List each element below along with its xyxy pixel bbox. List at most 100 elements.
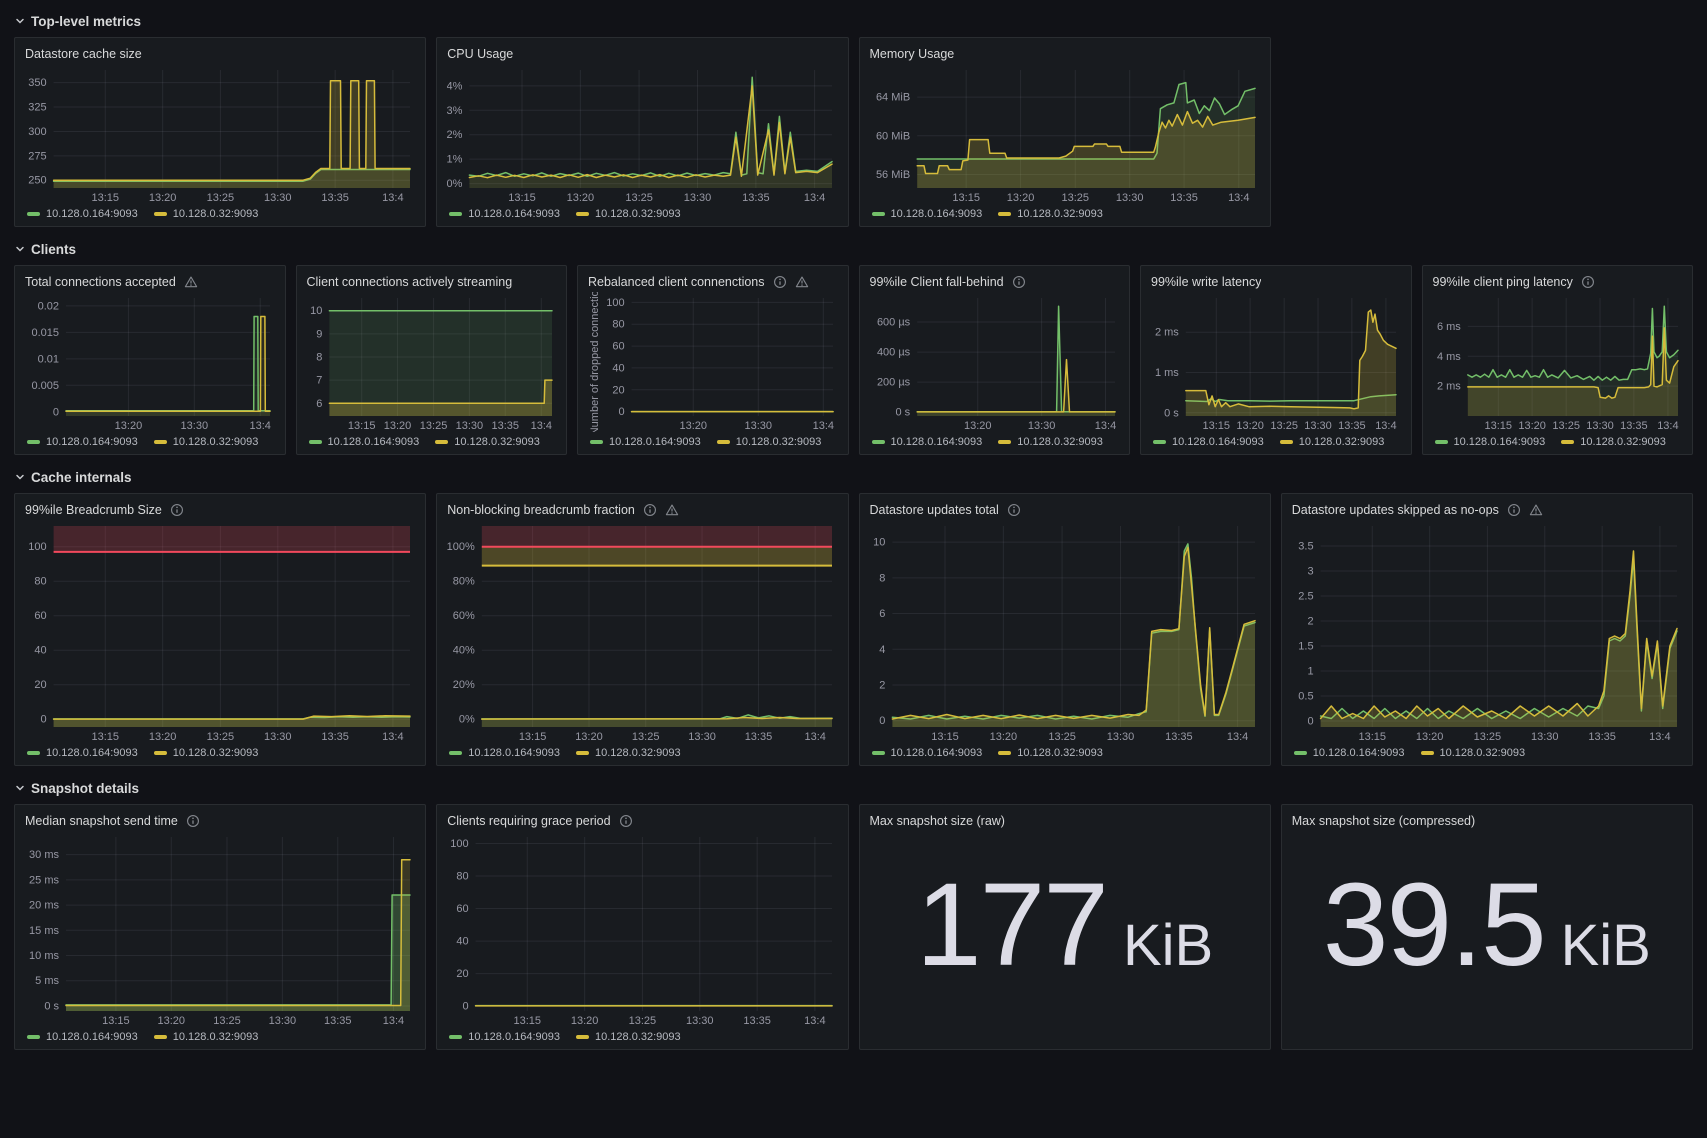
legend-swatch-green	[27, 211, 40, 216]
svg-text:13:4: 13:4	[1094, 420, 1115, 432]
warning-icon[interactable]	[1529, 503, 1543, 517]
legend-item[interactable]: 10.128.0.164:9093	[27, 1031, 138, 1043]
chart-area[interactable]: 13:20 13:30 13:4 0 20 40 60 80 100 Number of drop…	[588, 292, 838, 432]
info-icon[interactable]	[1012, 275, 1026, 289]
legend-item[interactable]: 10.128.0.164:9093	[871, 436, 982, 448]
chart-area[interactable]: 13:15 13:20 13:25 13:30 13:35 13:4 0 20 40 60 80 10…	[25, 520, 415, 743]
svg-text:2 ms: 2 ms	[1155, 327, 1179, 339]
legend-item[interactable]: 10.128.0.32:9093	[153, 436, 258, 448]
legend-item[interactable]: 10.128.0.164:9093	[871, 747, 982, 759]
svg-text:13:20: 13:20	[989, 731, 1017, 743]
panel-title[interactable]: 99%ile Client fall-behind	[869, 274, 1004, 289]
legend: 10.128.0.164:9093 10.128.0.32:9093	[307, 432, 557, 451]
warning-icon[interactable]	[795, 275, 809, 289]
chart-area[interactable]: 13:15 13:20 13:25 13:30 13:35 13:4 0 20 40 60 80 10…	[447, 831, 837, 1027]
legend-item[interactable]: 10.128.0.32:9093	[1561, 436, 1666, 448]
info-icon[interactable]	[186, 814, 200, 828]
panel-title[interactable]: 99%ile client ping latency	[1432, 274, 1573, 289]
info-icon[interactable]	[773, 275, 787, 289]
legend-item[interactable]: 10.128.0.164:9093	[1434, 436, 1545, 448]
panel-title[interactable]: Non-blocking breadcrumb fraction	[447, 502, 635, 517]
svg-text:13:20: 13:20	[157, 1015, 185, 1027]
warning-icon[interactable]	[184, 275, 198, 289]
chart-area[interactable]: 13:20 13:30 13:4 0 s 200 µs 400 µs 600 µs	[870, 292, 1120, 432]
svg-text:1%: 1%	[447, 154, 463, 166]
legend-item[interactable]: 10.128.0.32:9093	[576, 1031, 681, 1043]
svg-text:13:4: 13:4	[382, 192, 403, 204]
svg-text:13:30: 13:30	[1115, 192, 1143, 204]
panel-title[interactable]: Client connections actively streaming	[306, 274, 513, 289]
legend: 10.128.0.164:9093 10.128.0.32:9093	[1151, 432, 1401, 451]
legend-label: 10.128.0.32:9093	[1298, 435, 1385, 448]
legend-item[interactable]: 10.128.0.32:9093	[576, 747, 681, 759]
legend-item[interactable]: 10.128.0.32:9093	[998, 208, 1103, 220]
chart-area[interactable]: 13:15 13:20 13:25 13:30 13:35 13:4 250 275 300 32…	[25, 64, 415, 204]
section-header-cache-internals[interactable]: Cache internals	[14, 464, 1693, 490]
panel-title[interactable]: Rebalanced client connenctions	[588, 274, 765, 289]
svg-text:13:15: 13:15	[92, 192, 120, 204]
chart-area[interactable]: 13:20 13:30 13:4 0 0.005 0.01 0.015 0.02	[25, 292, 275, 432]
legend-item[interactable]: 10.128.0.164:9093	[1293, 747, 1405, 759]
legend-item[interactable]: 10.128.0.32:9093	[153, 1031, 258, 1043]
legend-item[interactable]: 10.128.0.32:9093	[716, 436, 821, 448]
panel-title[interactable]: Datastore cache size	[25, 46, 142, 61]
chart-area[interactable]: 13:15 13:20 13:25 13:30 13:35 13:4 0 2 4 6 8 10	[870, 520, 1260, 743]
chart-area[interactable]: 13:15 13:20 13:25 13:30 13:35 13:4 0% 20% 40% 60%…	[447, 520, 837, 743]
panel-title[interactable]: CPU Usage	[447, 46, 514, 61]
panel-title[interactable]: Memory Usage	[869, 46, 955, 61]
legend-item[interactable]: 10.128.0.164:9093	[449, 747, 560, 759]
svg-text:13:20: 13:20	[1518, 420, 1546, 432]
panel-clients-requiring-grace-period: Clients requiring grace period 13:15 13:20…	[436, 804, 849, 1050]
chart-area[interactable]: 13:15 13:20 13:25 13:30 13:35 13:4 0 0.5 1 1.5 2 2.…	[1292, 520, 1682, 743]
legend-item[interactable]: 10.128.0.32:9093	[998, 436, 1103, 448]
legend-item[interactable]: 10.128.0.164:9093	[308, 436, 419, 448]
legend-item[interactable]: 10.128.0.32:9093	[153, 208, 258, 220]
panel-header: Rebalanced client connenctions	[588, 271, 838, 292]
chart-area[interactable]: 13:15 13:20 13:25 13:30 13:35 13:4 0% 1% 2% 3% 4%	[447, 64, 837, 204]
chart-area[interactable]: 13:15 13:20 13:25 13:30 13:35 13:4 56 MiB 60 Mi…	[870, 64, 1260, 204]
chart-area[interactable]: 13:15 13:20 13:25 13:30 13:35 13:4 2 ms 4 ms 6 m…	[1433, 292, 1683, 432]
legend-item[interactable]: 10.128.0.32:9093	[998, 747, 1103, 759]
svg-text:2 ms: 2 ms	[1436, 381, 1460, 393]
panel-title[interactable]: 99%ile Breadcrumb Size	[25, 502, 162, 517]
legend-item[interactable]: 10.128.0.164:9093	[871, 208, 982, 220]
panel-title[interactable]: Max snapshot size (compressed)	[1291, 813, 1476, 828]
info-icon[interactable]	[1507, 503, 1521, 517]
warning-icon[interactable]	[665, 503, 679, 517]
info-icon[interactable]	[1581, 275, 1595, 289]
legend-item[interactable]: 10.128.0.164:9093	[449, 1031, 560, 1043]
section-header-clients[interactable]: Clients	[14, 236, 1693, 262]
panel-title[interactable]: Median snapshot send time	[25, 813, 178, 828]
legend-item[interactable]: 10.128.0.32:9093	[576, 208, 681, 220]
chart-area[interactable]: 13:15 13:20 13:25 13:30 13:35 13:4 6 7 8 9 10	[307, 292, 557, 432]
chart-area[interactable]: 13:15 13:20 13:25 13:30 13:35 13:4 0 s 5 ms 10 m…	[25, 831, 415, 1027]
legend-item[interactable]: 10.128.0.164:9093	[590, 436, 701, 448]
legend-item[interactable]: 10.128.0.32:9093	[1420, 747, 1525, 759]
svg-text:4: 4	[879, 644, 885, 656]
legend-item[interactable]: 10.128.0.164:9093	[1153, 436, 1264, 448]
section-header-top-level-metrics[interactable]: Top-level metrics	[14, 8, 1693, 34]
panel-title[interactable]: Max snapshot size (raw)	[869, 813, 1005, 828]
panel-title[interactable]: Total connections accepted	[25, 274, 176, 289]
legend-item[interactable]: 10.128.0.32:9093	[153, 747, 258, 759]
chart-area[interactable]: 13:15 13:20 13:25 13:30 13:35 13:4 0 s 1 ms 2 ms	[1151, 292, 1401, 432]
svg-text:13:15: 13:15	[1358, 731, 1386, 743]
panel-title[interactable]: 99%ile write latency	[1151, 274, 1262, 289]
info-icon[interactable]	[170, 503, 184, 517]
legend-item[interactable]: 10.128.0.164:9093	[27, 208, 138, 220]
section-header-snapshot-details[interactable]: Snapshot details	[14, 775, 1693, 801]
panel-title[interactable]: Datastore updates skipped as no-ops	[1291, 502, 1499, 517]
svg-text:600 µs: 600 µs	[876, 317, 910, 329]
legend-item[interactable]: 10.128.0.32:9093	[435, 436, 540, 448]
legend-item[interactable]: 10.128.0.164:9093	[449, 208, 560, 220]
legend-item[interactable]: 10.128.0.32:9093	[1279, 435, 1385, 448]
info-icon[interactable]	[619, 814, 633, 828]
svg-text:13:35: 13:35	[1338, 420, 1366, 432]
panel-title[interactable]: Datastore updates total	[869, 502, 999, 517]
info-icon[interactable]	[1007, 503, 1021, 517]
svg-text:2: 2	[879, 680, 885, 692]
info-icon[interactable]	[643, 503, 657, 517]
panel-title[interactable]: Clients requiring grace period	[447, 813, 611, 828]
legend-item[interactable]: 10.128.0.164:9093	[27, 747, 138, 759]
legend-item[interactable]: 10.128.0.164:9093	[27, 436, 138, 448]
